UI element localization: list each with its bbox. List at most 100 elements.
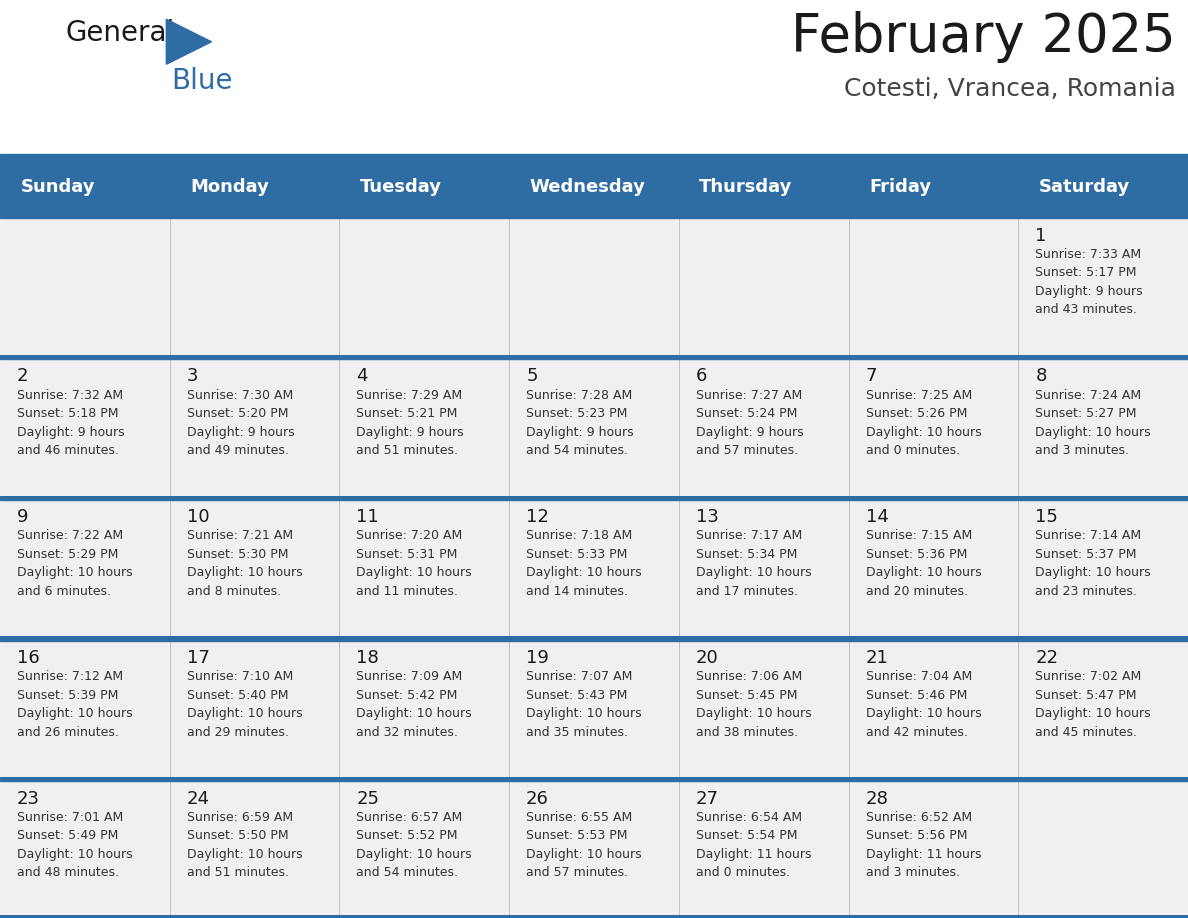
Text: Monday: Monday: [190, 178, 268, 196]
Text: Sunrise: 7:07 AM
Sunset: 5:43 PM
Daylight: 10 hours
and 35 minutes.: Sunrise: 7:07 AM Sunset: 5:43 PM Dayligh…: [526, 670, 642, 739]
Bar: [170, 781, 340, 918]
Text: Sunrise: 7:04 AM
Sunset: 5:46 PM
Daylight: 10 hours
and 42 minutes.: Sunrise: 7:04 AM Sunset: 5:46 PM Dayligh…: [866, 670, 981, 739]
Text: 12: 12: [526, 509, 549, 526]
Text: Sunrise: 6:57 AM
Sunset: 5:52 PM
Daylight: 10 hours
and 54 minutes.: Sunrise: 6:57 AM Sunset: 5:52 PM Dayligh…: [356, 811, 472, 879]
Bar: [0, 218, 170, 354]
Bar: [0, 496, 1188, 499]
Text: Wednesday: Wednesday: [530, 178, 645, 196]
Bar: [510, 781, 678, 918]
Bar: [678, 641, 848, 778]
Text: Sunrise: 7:27 AM
Sunset: 5:24 PM
Daylight: 9 hours
and 57 minutes.: Sunrise: 7:27 AM Sunset: 5:24 PM Dayligh…: [696, 388, 803, 457]
Text: 8: 8: [1035, 367, 1047, 386]
Text: Sunrise: 7:12 AM
Sunset: 5:39 PM
Daylight: 10 hours
and 26 minutes.: Sunrise: 7:12 AM Sunset: 5:39 PM Dayligh…: [17, 670, 133, 739]
Bar: [1018, 641, 1188, 778]
Text: Sunrise: 7:09 AM
Sunset: 5:42 PM
Daylight: 10 hours
and 32 minutes.: Sunrise: 7:09 AM Sunset: 5:42 PM Dayligh…: [356, 670, 472, 739]
Text: Sunrise: 6:54 AM
Sunset: 5:54 PM
Daylight: 11 hours
and 0 minutes.: Sunrise: 6:54 AM Sunset: 5:54 PM Dayligh…: [696, 811, 811, 879]
Text: Sunrise: 7:18 AM
Sunset: 5:33 PM
Daylight: 10 hours
and 14 minutes.: Sunrise: 7:18 AM Sunset: 5:33 PM Dayligh…: [526, 530, 642, 598]
Text: Sunrise: 7:14 AM
Sunset: 5:37 PM
Daylight: 10 hours
and 23 minutes.: Sunrise: 7:14 AM Sunset: 5:37 PM Dayligh…: [1035, 530, 1151, 598]
Bar: [1018, 218, 1188, 354]
Text: 1: 1: [1035, 227, 1047, 244]
Text: 7: 7: [866, 367, 877, 386]
Bar: [0, 214, 1188, 218]
Bar: [340, 499, 510, 636]
Text: Sunrise: 7:28 AM
Sunset: 5:23 PM
Daylight: 9 hours
and 54 minutes.: Sunrise: 7:28 AM Sunset: 5:23 PM Dayligh…: [526, 388, 633, 457]
Text: 4: 4: [356, 367, 368, 386]
Text: Thursday: Thursday: [700, 178, 792, 196]
Text: Sunrise: 6:59 AM
Sunset: 5:50 PM
Daylight: 10 hours
and 51 minutes.: Sunrise: 6:59 AM Sunset: 5:50 PM Dayligh…: [187, 811, 302, 879]
Text: Cotesti, Vrancea, Romania: Cotesti, Vrancea, Romania: [845, 77, 1176, 101]
Text: 10: 10: [187, 509, 209, 526]
Text: Friday: Friday: [868, 178, 931, 196]
Text: 24: 24: [187, 789, 210, 808]
Bar: [510, 641, 678, 778]
Text: 27: 27: [696, 789, 719, 808]
Bar: [170, 499, 340, 636]
Text: 13: 13: [696, 509, 719, 526]
Text: Sunrise: 6:52 AM
Sunset: 5:56 PM
Daylight: 11 hours
and 3 minutes.: Sunrise: 6:52 AM Sunset: 5:56 PM Dayligh…: [866, 811, 981, 879]
Bar: [678, 499, 848, 636]
Bar: [678, 781, 848, 918]
Bar: [678, 218, 848, 354]
Bar: [340, 359, 510, 496]
Bar: [848, 499, 1018, 636]
Text: General: General: [65, 19, 175, 48]
Bar: [510, 218, 678, 354]
Text: Saturday: Saturday: [1038, 178, 1130, 196]
Text: Sunrise: 7:30 AM
Sunset: 5:20 PM
Daylight: 9 hours
and 49 minutes.: Sunrise: 7:30 AM Sunset: 5:20 PM Dayligh…: [187, 388, 295, 457]
Text: 21: 21: [866, 649, 889, 667]
Text: 16: 16: [17, 649, 39, 667]
Bar: [510, 499, 678, 636]
Bar: [0, 641, 170, 778]
Text: Sunrise: 7:32 AM
Sunset: 5:18 PM
Daylight: 9 hours
and 46 minutes.: Sunrise: 7:32 AM Sunset: 5:18 PM Dayligh…: [17, 388, 125, 457]
Bar: [340, 781, 510, 918]
Text: 15: 15: [1035, 509, 1059, 526]
Text: 14: 14: [866, 509, 889, 526]
Text: Sunrise: 7:20 AM
Sunset: 5:31 PM
Daylight: 10 hours
and 11 minutes.: Sunrise: 7:20 AM Sunset: 5:31 PM Dayligh…: [356, 530, 472, 598]
Text: Sunrise: 6:55 AM
Sunset: 5:53 PM
Daylight: 10 hours
and 57 minutes.: Sunrise: 6:55 AM Sunset: 5:53 PM Dayligh…: [526, 811, 642, 879]
Text: Sunrise: 7:10 AM
Sunset: 5:40 PM
Daylight: 10 hours
and 29 minutes.: Sunrise: 7:10 AM Sunset: 5:40 PM Dayligh…: [187, 670, 302, 739]
Bar: [0, 499, 170, 636]
Text: 17: 17: [187, 649, 209, 667]
Bar: [340, 218, 510, 354]
Text: 3: 3: [187, 367, 198, 386]
Polygon shape: [166, 19, 211, 64]
Text: 28: 28: [866, 789, 889, 808]
Text: 22: 22: [1035, 649, 1059, 667]
Bar: [1018, 499, 1188, 636]
Text: Sunrise: 7:24 AM
Sunset: 5:27 PM
Daylight: 10 hours
and 3 minutes.: Sunrise: 7:24 AM Sunset: 5:27 PM Dayligh…: [1035, 388, 1151, 457]
Text: 25: 25: [356, 789, 379, 808]
Text: Blue: Blue: [171, 68, 233, 95]
Text: 19: 19: [526, 649, 549, 667]
Bar: [170, 218, 340, 354]
Bar: [848, 218, 1018, 354]
Text: Sunrise: 7:06 AM
Sunset: 5:45 PM
Daylight: 10 hours
and 38 minutes.: Sunrise: 7:06 AM Sunset: 5:45 PM Dayligh…: [696, 670, 811, 739]
Text: 26: 26: [526, 789, 549, 808]
Text: 5: 5: [526, 367, 538, 386]
Bar: [678, 359, 848, 496]
Text: Sunrise: 7:22 AM
Sunset: 5:29 PM
Daylight: 10 hours
and 6 minutes.: Sunrise: 7:22 AM Sunset: 5:29 PM Dayligh…: [17, 530, 133, 598]
Text: Sunrise: 7:17 AM
Sunset: 5:34 PM
Daylight: 10 hours
and 17 minutes.: Sunrise: 7:17 AM Sunset: 5:34 PM Dayligh…: [696, 530, 811, 598]
Bar: [340, 641, 510, 778]
Bar: [1018, 781, 1188, 918]
Text: 18: 18: [356, 649, 379, 667]
Bar: [848, 781, 1018, 918]
Bar: [170, 641, 340, 778]
Text: Sunrise: 7:15 AM
Sunset: 5:36 PM
Daylight: 10 hours
and 20 minutes.: Sunrise: 7:15 AM Sunset: 5:36 PM Dayligh…: [866, 530, 981, 598]
Text: Sunrise: 7:02 AM
Sunset: 5:47 PM
Daylight: 10 hours
and 45 minutes.: Sunrise: 7:02 AM Sunset: 5:47 PM Dayligh…: [1035, 670, 1151, 739]
Bar: [510, 359, 678, 496]
Bar: [0, 778, 1188, 781]
Text: 23: 23: [17, 789, 40, 808]
Text: February 2025: February 2025: [791, 11, 1176, 63]
Text: Tuesday: Tuesday: [360, 178, 442, 196]
Bar: [848, 641, 1018, 778]
Bar: [0, 636, 1188, 641]
Text: 2: 2: [17, 367, 29, 386]
Text: 11: 11: [356, 509, 379, 526]
Bar: [848, 359, 1018, 496]
Text: Sunrise: 7:01 AM
Sunset: 5:49 PM
Daylight: 10 hours
and 48 minutes.: Sunrise: 7:01 AM Sunset: 5:49 PM Dayligh…: [17, 811, 133, 879]
Bar: [170, 359, 340, 496]
Text: Sunday: Sunday: [20, 178, 95, 196]
Bar: [0, 354, 1188, 359]
Bar: [0, 781, 170, 918]
Text: 20: 20: [696, 649, 719, 667]
